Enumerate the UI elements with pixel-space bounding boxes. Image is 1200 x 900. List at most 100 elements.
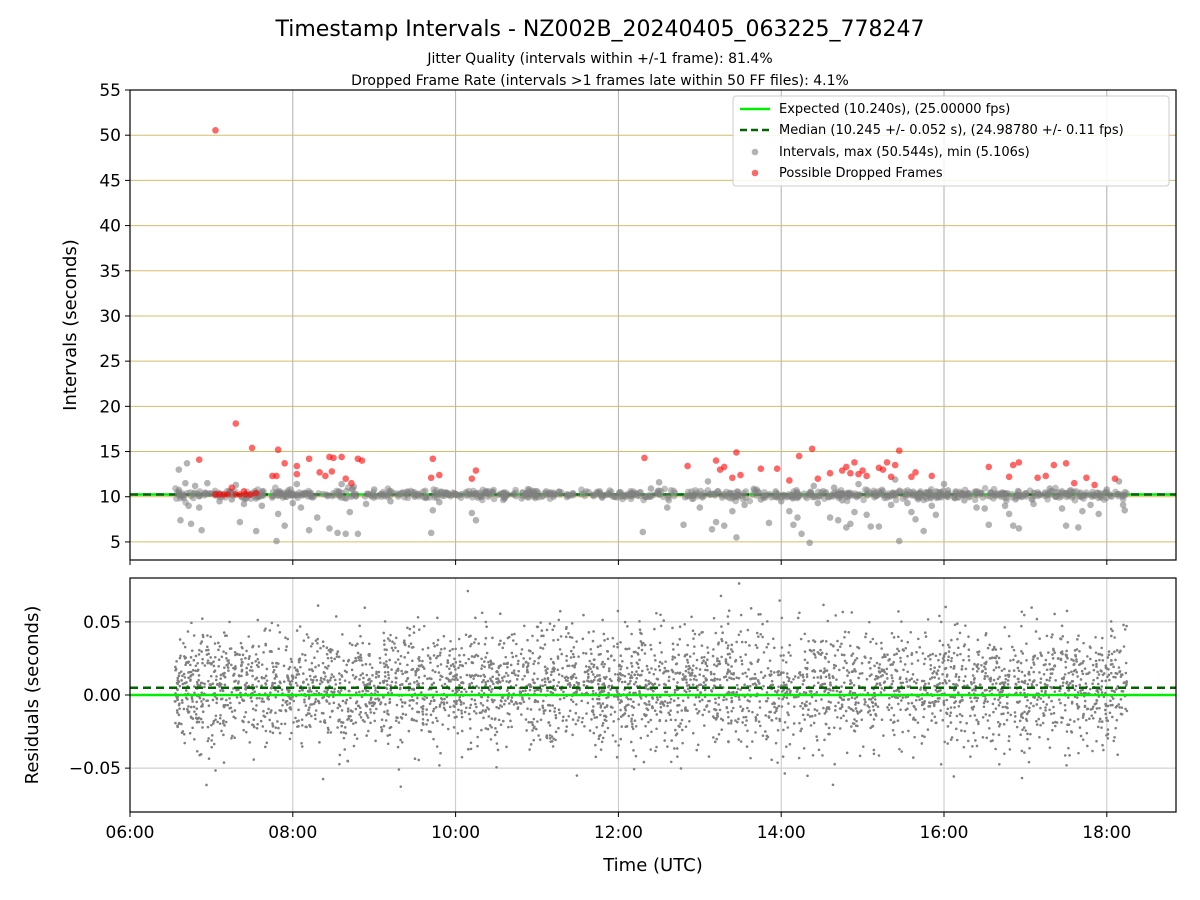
residual-point [319,676,323,680]
residual-point [1096,670,1099,674]
residual-point [528,688,532,692]
residual-point [839,707,843,710]
residual-point [991,656,994,660]
dropped-frame-point [895,447,903,454]
residual-point [726,622,730,626]
residual-point [827,674,831,677]
residual-point [464,633,468,637]
residual-point [592,663,596,667]
residual-point [183,645,187,649]
residual-point [391,649,395,652]
residual-point [490,725,493,729]
residual-point [231,734,234,738]
residual-point [737,717,740,721]
residual-point [1093,702,1097,706]
residual-point [571,664,574,668]
residual-point [374,707,378,711]
residual-point [260,684,263,688]
residual-point [521,665,525,668]
residual-point [1059,701,1062,705]
residual-point [176,711,179,714]
interval-point [928,502,936,510]
residual-point [333,687,336,691]
residual-point [1024,729,1028,732]
residual-point [1003,667,1006,671]
residual-point [891,728,895,732]
residual-point [376,690,380,694]
residual-point [226,666,230,669]
residual-point [470,674,474,677]
residual-point [610,679,613,683]
residual-point [858,672,862,675]
residual-point [557,680,561,684]
interval-point [1068,494,1076,501]
residual-point [361,718,365,722]
dropped-frame-point [843,463,850,471]
residual-point [425,723,428,726]
residual-point [195,720,199,724]
residual-point [645,713,648,717]
dropped-frame-point [293,462,301,470]
residual-point [243,683,247,687]
residual-point [215,675,218,678]
residual-point [271,661,274,665]
residual-point [824,710,828,713]
residual-point [634,754,638,758]
residual-point [174,665,177,669]
residual-point [178,684,182,688]
residual-point [616,678,620,682]
residual-point [319,646,322,650]
residual-point [915,650,918,654]
interval-point [764,491,771,498]
residual-point [672,648,675,651]
residual-point [588,729,592,732]
residual-point [193,710,196,713]
residual-point [676,696,680,700]
residual-point [487,660,490,664]
residual-point [212,719,216,723]
residual-point [765,737,768,741]
residual-point [548,724,552,727]
residual-point [630,704,634,708]
residual-point [556,684,559,688]
residual-point [865,677,869,681]
residual-point [930,719,933,722]
residual-point [946,658,950,662]
residual-point [176,676,180,680]
residual-point [244,710,248,714]
residual-point [487,715,491,718]
residual-point [446,661,450,664]
interval-point [274,510,282,518]
residual-point [1105,716,1108,720]
residual-point [317,664,321,667]
residual-point [491,636,494,640]
dropped-frame-point [247,491,254,498]
residual-point [365,689,368,693]
residual-point [399,715,403,719]
interval-point [966,492,973,500]
residual-point [1095,665,1098,668]
residual-point [953,706,956,709]
residual-point [923,657,927,661]
dropped-frame-point [851,459,858,466]
residual-point [591,689,595,693]
residual-point [1098,720,1101,723]
residual-point [928,677,932,681]
residual-point [950,656,954,660]
residual-point [613,658,616,662]
residual-point [605,705,609,708]
residual-point [938,653,942,656]
residual-point [619,673,623,676]
residual-point [644,686,648,690]
residual-point [730,696,733,700]
interval-point [887,501,895,509]
residual-point [359,635,362,638]
residual-point [1029,732,1032,736]
residual-point [475,712,478,715]
residual-point [548,734,552,737]
residual-point [817,748,821,752]
residual-point [651,697,655,700]
residual-point [455,673,459,677]
residual-point [1065,730,1069,733]
residual-point [189,678,192,681]
